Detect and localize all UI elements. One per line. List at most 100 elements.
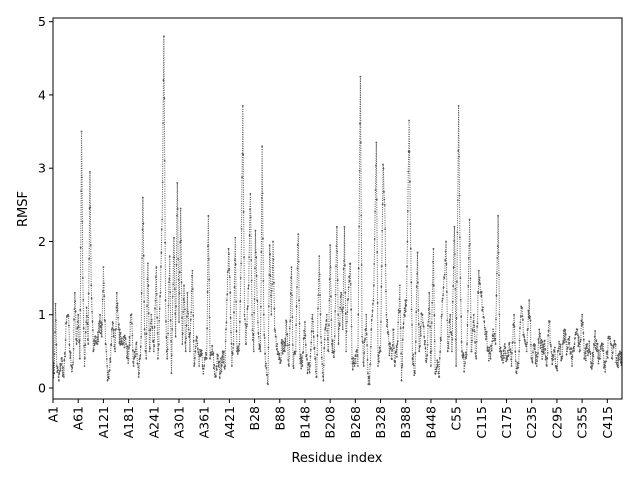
series-point — [550, 345, 552, 348]
series-point — [288, 365, 290, 367]
series-point — [464, 351, 467, 354]
series-point — [120, 340, 123, 343]
series-point — [317, 307, 319, 310]
series-point — [440, 313, 443, 316]
series-point — [570, 357, 573, 360]
series-point — [473, 330, 476, 333]
series-point — [333, 350, 336, 353]
series-point — [431, 283, 434, 286]
series-point — [409, 180, 411, 183]
series-point — [348, 275, 350, 278]
series-point — [290, 276, 292, 279]
series-point — [68, 324, 70, 327]
series-point — [251, 313, 253, 316]
series-point — [273, 307, 276, 310]
series-point — [589, 352, 592, 355]
series-point — [251, 339, 254, 341]
series-point — [90, 284, 93, 287]
series-point — [359, 141, 362, 144]
series-point — [100, 321, 103, 324]
series-point — [615, 361, 618, 364]
series-point — [500, 350, 503, 353]
series-point — [242, 211, 245, 213]
series-point — [246, 323, 248, 326]
series-point — [158, 319, 161, 322]
series-point — [103, 295, 106, 298]
series-point — [546, 351, 549, 354]
series-point — [490, 349, 493, 352]
series-point — [225, 299, 228, 301]
series-point — [191, 274, 193, 277]
series-point — [123, 334, 126, 337]
series-point — [112, 335, 115, 338]
series-point — [190, 311, 193, 314]
series-point — [574, 337, 576, 340]
series-point — [240, 227, 243, 230]
series-point — [454, 287, 457, 290]
series-point — [303, 336, 306, 339]
series-point — [64, 355, 67, 358]
series-point — [205, 353, 208, 356]
series-point — [82, 298, 85, 301]
series-point — [294, 352, 297, 355]
series-point — [356, 355, 359, 357]
series-point — [358, 225, 361, 228]
series-point — [494, 343, 497, 345]
series-point — [320, 356, 323, 359]
series-point — [127, 357, 130, 360]
series-point — [496, 256, 499, 259]
series-point — [462, 352, 465, 355]
series-point — [118, 323, 120, 325]
series-point — [228, 276, 231, 279]
series-point — [404, 310, 407, 313]
series-point — [597, 357, 599, 359]
series-point — [248, 234, 251, 237]
series-point — [384, 228, 387, 231]
series-point — [346, 311, 349, 313]
series-point — [389, 342, 392, 345]
series-point — [472, 321, 475, 323]
series-point — [349, 262, 352, 265]
series-point — [216, 357, 219, 360]
series-point — [79, 246, 82, 249]
series-point — [347, 286, 350, 289]
series-point — [82, 327, 85, 330]
series-point — [105, 350, 108, 353]
series-point — [363, 340, 366, 342]
series-point — [238, 343, 241, 345]
series-point — [361, 340, 364, 343]
series-point — [614, 343, 617, 346]
series-point — [267, 305, 270, 308]
series-point — [295, 324, 298, 327]
series-point — [286, 344, 289, 347]
series-point — [155, 292, 158, 295]
series-point — [388, 354, 391, 357]
series-point — [529, 315, 531, 318]
series-point — [148, 350, 151, 353]
series-point — [73, 291, 76, 294]
series-point — [425, 357, 428, 360]
series-point — [147, 262, 149, 265]
series-point — [221, 350, 224, 353]
series-point — [227, 247, 230, 250]
series-point — [608, 335, 611, 338]
series-point — [57, 379, 60, 382]
series-point — [300, 356, 303, 359]
series-point — [58, 372, 61, 375]
series-point — [113, 345, 116, 348]
series-point — [55, 319, 57, 322]
series-point — [524, 340, 526, 343]
series-point — [112, 328, 115, 331]
series-point — [257, 335, 260, 338]
series-point — [469, 242, 471, 245]
series-point — [100, 335, 103, 338]
series-point — [412, 353, 415, 356]
series-point — [355, 350, 358, 353]
series-point — [235, 301, 237, 303]
series-point — [525, 345, 528, 348]
series-point — [306, 358, 308, 360]
series-point — [561, 343, 564, 345]
series-point — [617, 366, 620, 369]
series-point — [88, 257, 91, 260]
series-point — [377, 360, 380, 363]
